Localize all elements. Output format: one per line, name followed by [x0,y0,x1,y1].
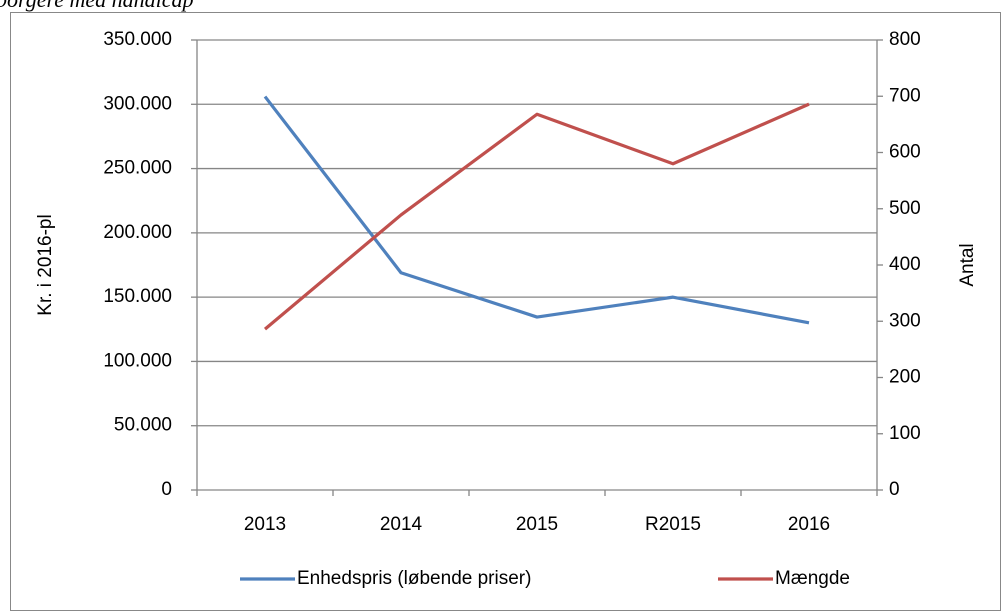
legend-label: Enhedspris (løbende priser) [297,568,531,589]
y-tick-label: 0 [161,479,172,500]
legend-label: Mængde [775,568,850,589]
y2-tick-label: 200 [889,367,921,388]
x-tick-label: 2014 [380,514,423,535]
x-tick-label: 2013 [244,514,286,535]
y-tick-label: 50.000 [114,415,172,436]
y2-tick-label: 700 [889,85,921,106]
y-tick-label: 350.000 [103,29,172,50]
y2-axis-label: Antal [957,243,978,286]
y2-tick-label: 100 [889,423,921,444]
y-tick-label: 100.000 [103,350,172,371]
y-tick-label: 200.000 [103,222,172,243]
y2-tick-label: 0 [889,479,900,500]
chart-frame [10,12,1001,611]
x-tick-label: 2016 [788,514,830,535]
y-tick-label: 150.000 [103,286,172,307]
series-line [263,102,810,331]
y-tick-label: 300.000 [103,93,172,114]
caption: borgere med handicap [0,0,194,12]
y2-tick-label: 500 [889,198,921,219]
x-tick-label: 2015 [516,514,558,535]
series-line [263,95,810,325]
y-tick-label: 250.000 [103,158,172,179]
y-axis-label: Kr. i 2016-pl [35,214,56,315]
x-tick-label: R2015 [645,514,701,535]
y2-tick-label: 300 [889,310,921,331]
y2-tick-label: 600 [889,142,921,163]
y2-tick-label: 800 [889,29,921,50]
y2-tick-label: 400 [889,254,921,275]
